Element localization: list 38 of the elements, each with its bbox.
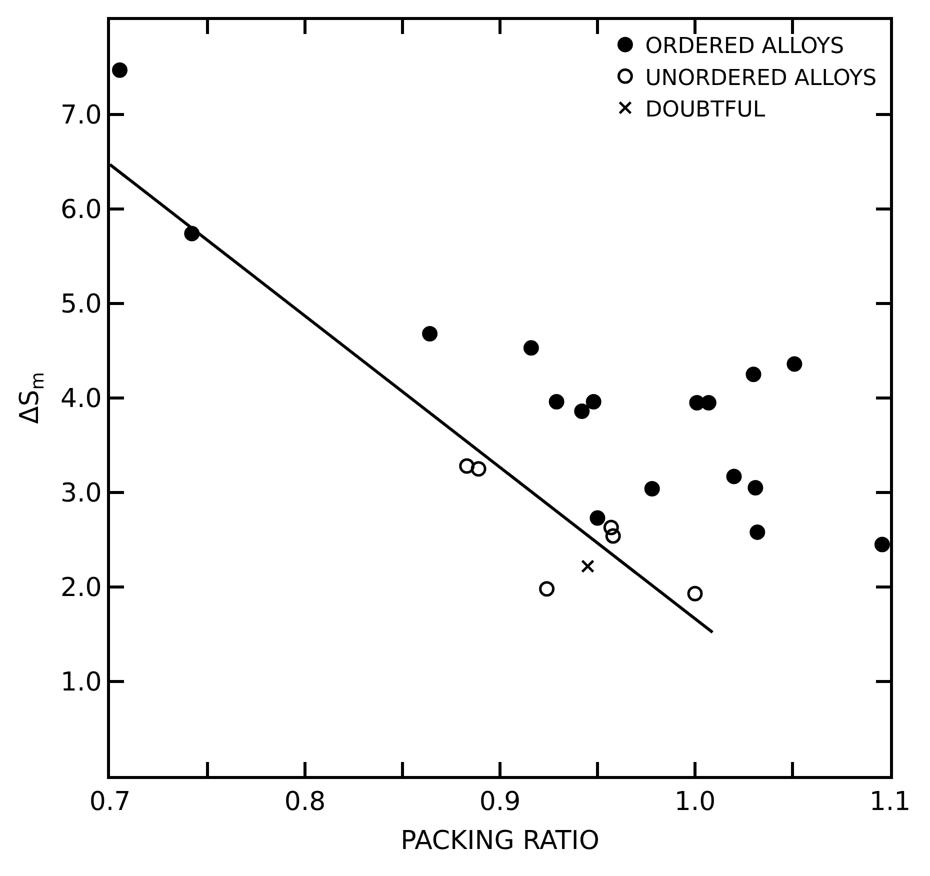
point (644, 480, 660, 496)
point (539, 581, 555, 597)
point (726, 468, 742, 484)
y-tick-label: 5.0 (60, 290, 102, 320)
x-tick-label: 0.7 (89, 787, 131, 818)
y-tick-label: 1.0 (60, 668, 102, 698)
point (700, 394, 716, 410)
y-tick-label: 4.0 (60, 384, 102, 414)
point (605, 528, 621, 544)
x-tick-label: 0.9 (479, 787, 521, 818)
point (112, 62, 128, 78)
point (459, 458, 475, 474)
x-tick-label: 1.1 (869, 787, 911, 818)
point (687, 586, 703, 602)
x-tick-label: 0.8 (284, 787, 326, 818)
x-axis-title: PACKING RATIO (400, 826, 600, 856)
y-tick-label: 2.0 (60, 573, 102, 604)
point (748, 480, 764, 496)
point (590, 510, 606, 526)
point (470, 461, 486, 477)
point (750, 524, 766, 540)
x-tick-label: 1.0 (674, 787, 716, 818)
point (574, 403, 590, 419)
legend-label: UNORDERED ALLOYS (645, 66, 877, 91)
y-tick-label: 3.0 (60, 478, 102, 509)
point (786, 356, 802, 372)
y-tick-label: 6.0 (60, 195, 102, 226)
point (603, 520, 619, 536)
point (746, 366, 762, 382)
point (874, 536, 890, 552)
point (581, 559, 594, 573)
legend-label: ORDERED ALLOYS (645, 34, 844, 60)
point (548, 394, 564, 410)
point (523, 340, 539, 356)
y-tick-label: 7.0 (60, 100, 102, 131)
legend-label: DOUBTFUL (645, 97, 766, 122)
point (586, 394, 602, 410)
point (422, 326, 438, 342)
